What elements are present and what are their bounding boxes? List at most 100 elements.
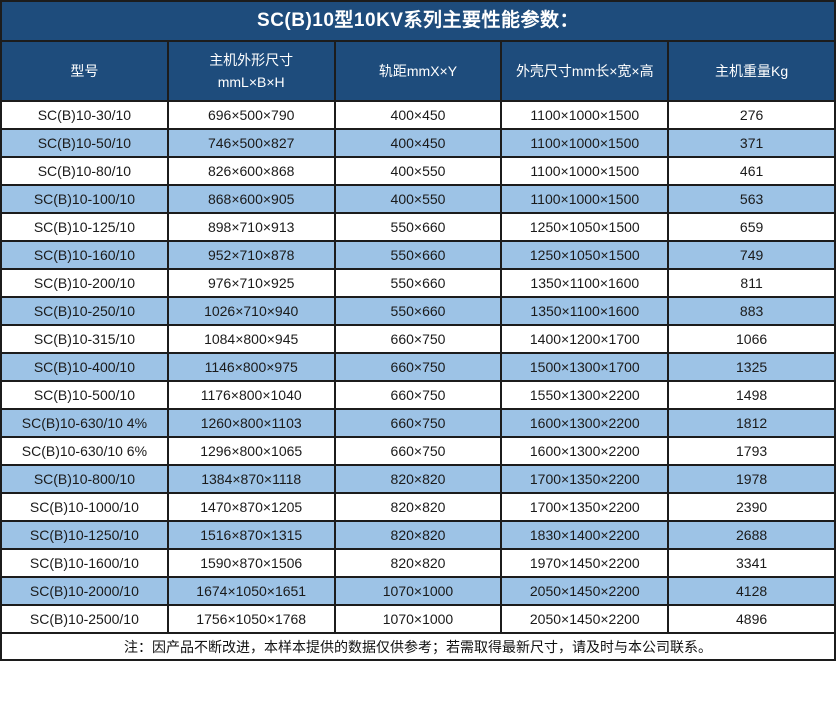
table-row: SC(B)10-500/10 1176×800×1040 660×750 1550×1… bbox=[0, 380, 836, 410]
model-cell: SC(B)10-125/10 bbox=[0, 212, 169, 242]
value-cell: 820×820 bbox=[333, 548, 503, 578]
table-row: SC(B)10-630/10 6% 1296×800×1065 660×750 160… bbox=[0, 436, 836, 466]
value-cell: 400×450 bbox=[333, 128, 503, 158]
value-cell: 4896 bbox=[667, 604, 836, 634]
value-cell: 1250×1050×1500 bbox=[500, 212, 670, 242]
value-cell: 976×710×925 bbox=[166, 268, 336, 298]
table-row: SC(B)10-630/10 4% 1260×800×1103 660×750 160… bbox=[0, 408, 836, 438]
value-cell: 1070×1000 bbox=[333, 576, 503, 606]
model-cell: SC(B)10-2000/10 bbox=[0, 576, 169, 606]
value-cell: 660×750 bbox=[333, 324, 503, 354]
value-cell: 1550×1300×2200 bbox=[500, 380, 670, 410]
table-row: SC(B)10-315/10 1084×800×945 660×750 1400×12… bbox=[0, 324, 836, 354]
value-cell: 1516×870×1315 bbox=[166, 520, 336, 550]
table-footer: 注：因产品不断改进，本样本提供的数据仅供参考；若需取得最新尺寸，请及时与本公司联… bbox=[0, 632, 836, 661]
model-cell: SC(B)10-250/10 bbox=[0, 296, 169, 326]
model-cell: SC(B)10-630/10 6% bbox=[0, 436, 169, 466]
model-cell: SC(B)10-630/10 4% bbox=[0, 408, 169, 438]
table-row: SC(B)10-30/10 696×500×790 400×450 1100×1000… bbox=[0, 100, 836, 130]
page-title: SC(B)10型10KV系列主要性能参数： bbox=[0, 0, 836, 40]
value-cell: 820×820 bbox=[333, 464, 503, 494]
model-cell: SC(B)10-100/10 bbox=[0, 184, 169, 214]
table-row: SC(B)10-1000/10 1470×870×1205 820×820 1700×… bbox=[0, 492, 836, 522]
value-cell: 276 bbox=[667, 100, 836, 130]
model-cell: SC(B)10-800/10 bbox=[0, 464, 169, 494]
value-cell: 1793 bbox=[667, 436, 836, 466]
value-cell: 1100×1000×1500 bbox=[500, 128, 670, 158]
value-cell: 820×820 bbox=[333, 520, 503, 550]
value-cell: 400×550 bbox=[333, 184, 503, 214]
value-cell: 550×660 bbox=[333, 240, 503, 270]
value-cell: 820×820 bbox=[333, 492, 503, 522]
value-cell: 550×660 bbox=[333, 268, 503, 298]
col-header-3: 轨距mmX×Y bbox=[333, 40, 503, 102]
model-cell: SC(B)10-315/10 bbox=[0, 324, 169, 354]
value-cell: 550×660 bbox=[333, 212, 503, 242]
value-cell: 811 bbox=[667, 268, 836, 298]
value-cell: 1026×710×940 bbox=[166, 296, 336, 326]
table-row: SC(B)10-800/10 1384×870×1118 820×820 1700×1… bbox=[0, 464, 836, 494]
value-cell: 1070×1000 bbox=[333, 604, 503, 634]
value-cell: 1400×1200×1700 bbox=[500, 324, 670, 354]
table-row: SC(B)10-2500/10 1756×1050×1768 1070×1000 20… bbox=[0, 604, 836, 634]
value-cell: 1600×1300×2200 bbox=[500, 408, 670, 438]
model-cell: SC(B)10-2500/10 bbox=[0, 604, 169, 634]
value-cell: 746×500×827 bbox=[166, 128, 336, 158]
table-row: SC(B)10-50/10 746×500×827 400×450 1100×1000… bbox=[0, 128, 836, 158]
table-row: SC(B)10-250/10 1026×710×940 550×660 1350×11… bbox=[0, 296, 836, 326]
value-cell: 868×600×905 bbox=[166, 184, 336, 214]
model-cell: SC(B)10-1600/10 bbox=[0, 548, 169, 578]
value-cell: 1100×1000×1500 bbox=[500, 184, 670, 214]
value-cell: 1146×800×975 bbox=[166, 352, 336, 382]
model-cell: SC(B)10-80/10 bbox=[0, 156, 169, 186]
value-cell: 1970×1450×2200 bbox=[500, 548, 670, 578]
value-cell: 4128 bbox=[667, 576, 836, 606]
header-row: 型号 主机外形尺寸 mmL×B×H 轨距mmX×Y 外壳尺寸mm长×宽×高 主机重量Kg bbox=[0, 40, 836, 102]
table-row: SC(B)10-1250/10 1516×870×1315 820×820 1830×… bbox=[0, 520, 836, 550]
model-cell: SC(B)10-1250/10 bbox=[0, 520, 169, 550]
value-cell: 1066 bbox=[667, 324, 836, 354]
value-cell: 1700×1350×2200 bbox=[500, 492, 670, 522]
value-cell: 371 bbox=[667, 128, 836, 158]
value-cell: 1500×1300×1700 bbox=[500, 352, 670, 382]
value-cell: 1084×800×945 bbox=[166, 324, 336, 354]
table-row: SC(B)10-80/10 826×600×868 400×550 1100×1000… bbox=[0, 156, 836, 186]
value-cell: 3341 bbox=[667, 548, 836, 578]
value-cell: 1590×870×1506 bbox=[166, 548, 336, 578]
value-cell: 660×750 bbox=[333, 380, 503, 410]
footnote-row: 注：因产品不断改进，本样本提供的数据仅供参考；若需取得最新尺寸，请及时与本公司联… bbox=[0, 632, 836, 661]
spec-sheet-page: SC(B)10型10KV系列主要性能参数： 型号 主机外形尺寸 mmL×B×H 轨距… bbox=[0, 0, 836, 661]
value-cell: 2050×1450×2200 bbox=[500, 576, 670, 606]
model-cell: SC(B)10-400/10 bbox=[0, 352, 169, 382]
model-cell: SC(B)10-50/10 bbox=[0, 128, 169, 158]
value-cell: 2050×1450×2200 bbox=[500, 604, 670, 634]
value-cell: 2688 bbox=[667, 520, 836, 550]
value-cell: 696×500×790 bbox=[166, 100, 336, 130]
value-cell: 1600×1300×2200 bbox=[500, 436, 670, 466]
value-cell: 1470×870×1205 bbox=[166, 492, 336, 522]
value-cell: 1176×800×1040 bbox=[166, 380, 336, 410]
model-cell: SC(B)10-200/10 bbox=[0, 268, 169, 298]
col-header-1: 型号 bbox=[0, 40, 169, 102]
value-cell: 1250×1050×1500 bbox=[500, 240, 670, 270]
value-cell: 749 bbox=[667, 240, 836, 270]
value-cell: 1350×1100×1600 bbox=[500, 268, 670, 298]
value-cell: 461 bbox=[667, 156, 836, 186]
table-header: 型号 主机外形尺寸 mmL×B×H 轨距mmX×Y 外壳尺寸mm长×宽×高 主机重量Kg bbox=[0, 40, 836, 102]
table-row: SC(B)10-200/10 976×710×925 550×660 1350×110… bbox=[0, 268, 836, 298]
value-cell: 1978 bbox=[667, 464, 836, 494]
value-cell: 659 bbox=[667, 212, 836, 242]
value-cell: 1498 bbox=[667, 380, 836, 410]
table-row: SC(B)10-2000/10 1674×1050×1651 1070×1000 20… bbox=[0, 576, 836, 606]
footnote-text: 注：因产品不断改进，本样本提供的数据仅供参考；若需取得最新尺寸，请及时与本公司联… bbox=[0, 632, 836, 661]
value-cell: 400×550 bbox=[333, 156, 503, 186]
model-cell: SC(B)10-500/10 bbox=[0, 380, 169, 410]
table-row: SC(B)10-100/10 868×600×905 400×550 1100×100… bbox=[0, 184, 836, 214]
value-cell: 952×710×878 bbox=[166, 240, 336, 270]
value-cell: 2390 bbox=[667, 492, 836, 522]
model-cell: SC(B)10-160/10 bbox=[0, 240, 169, 270]
value-cell: 1260×800×1103 bbox=[166, 408, 336, 438]
table-row: SC(B)10-400/10 1146×800×975 660×750 1500×13… bbox=[0, 352, 836, 382]
value-cell: 883 bbox=[667, 296, 836, 326]
value-cell: 660×750 bbox=[333, 408, 503, 438]
